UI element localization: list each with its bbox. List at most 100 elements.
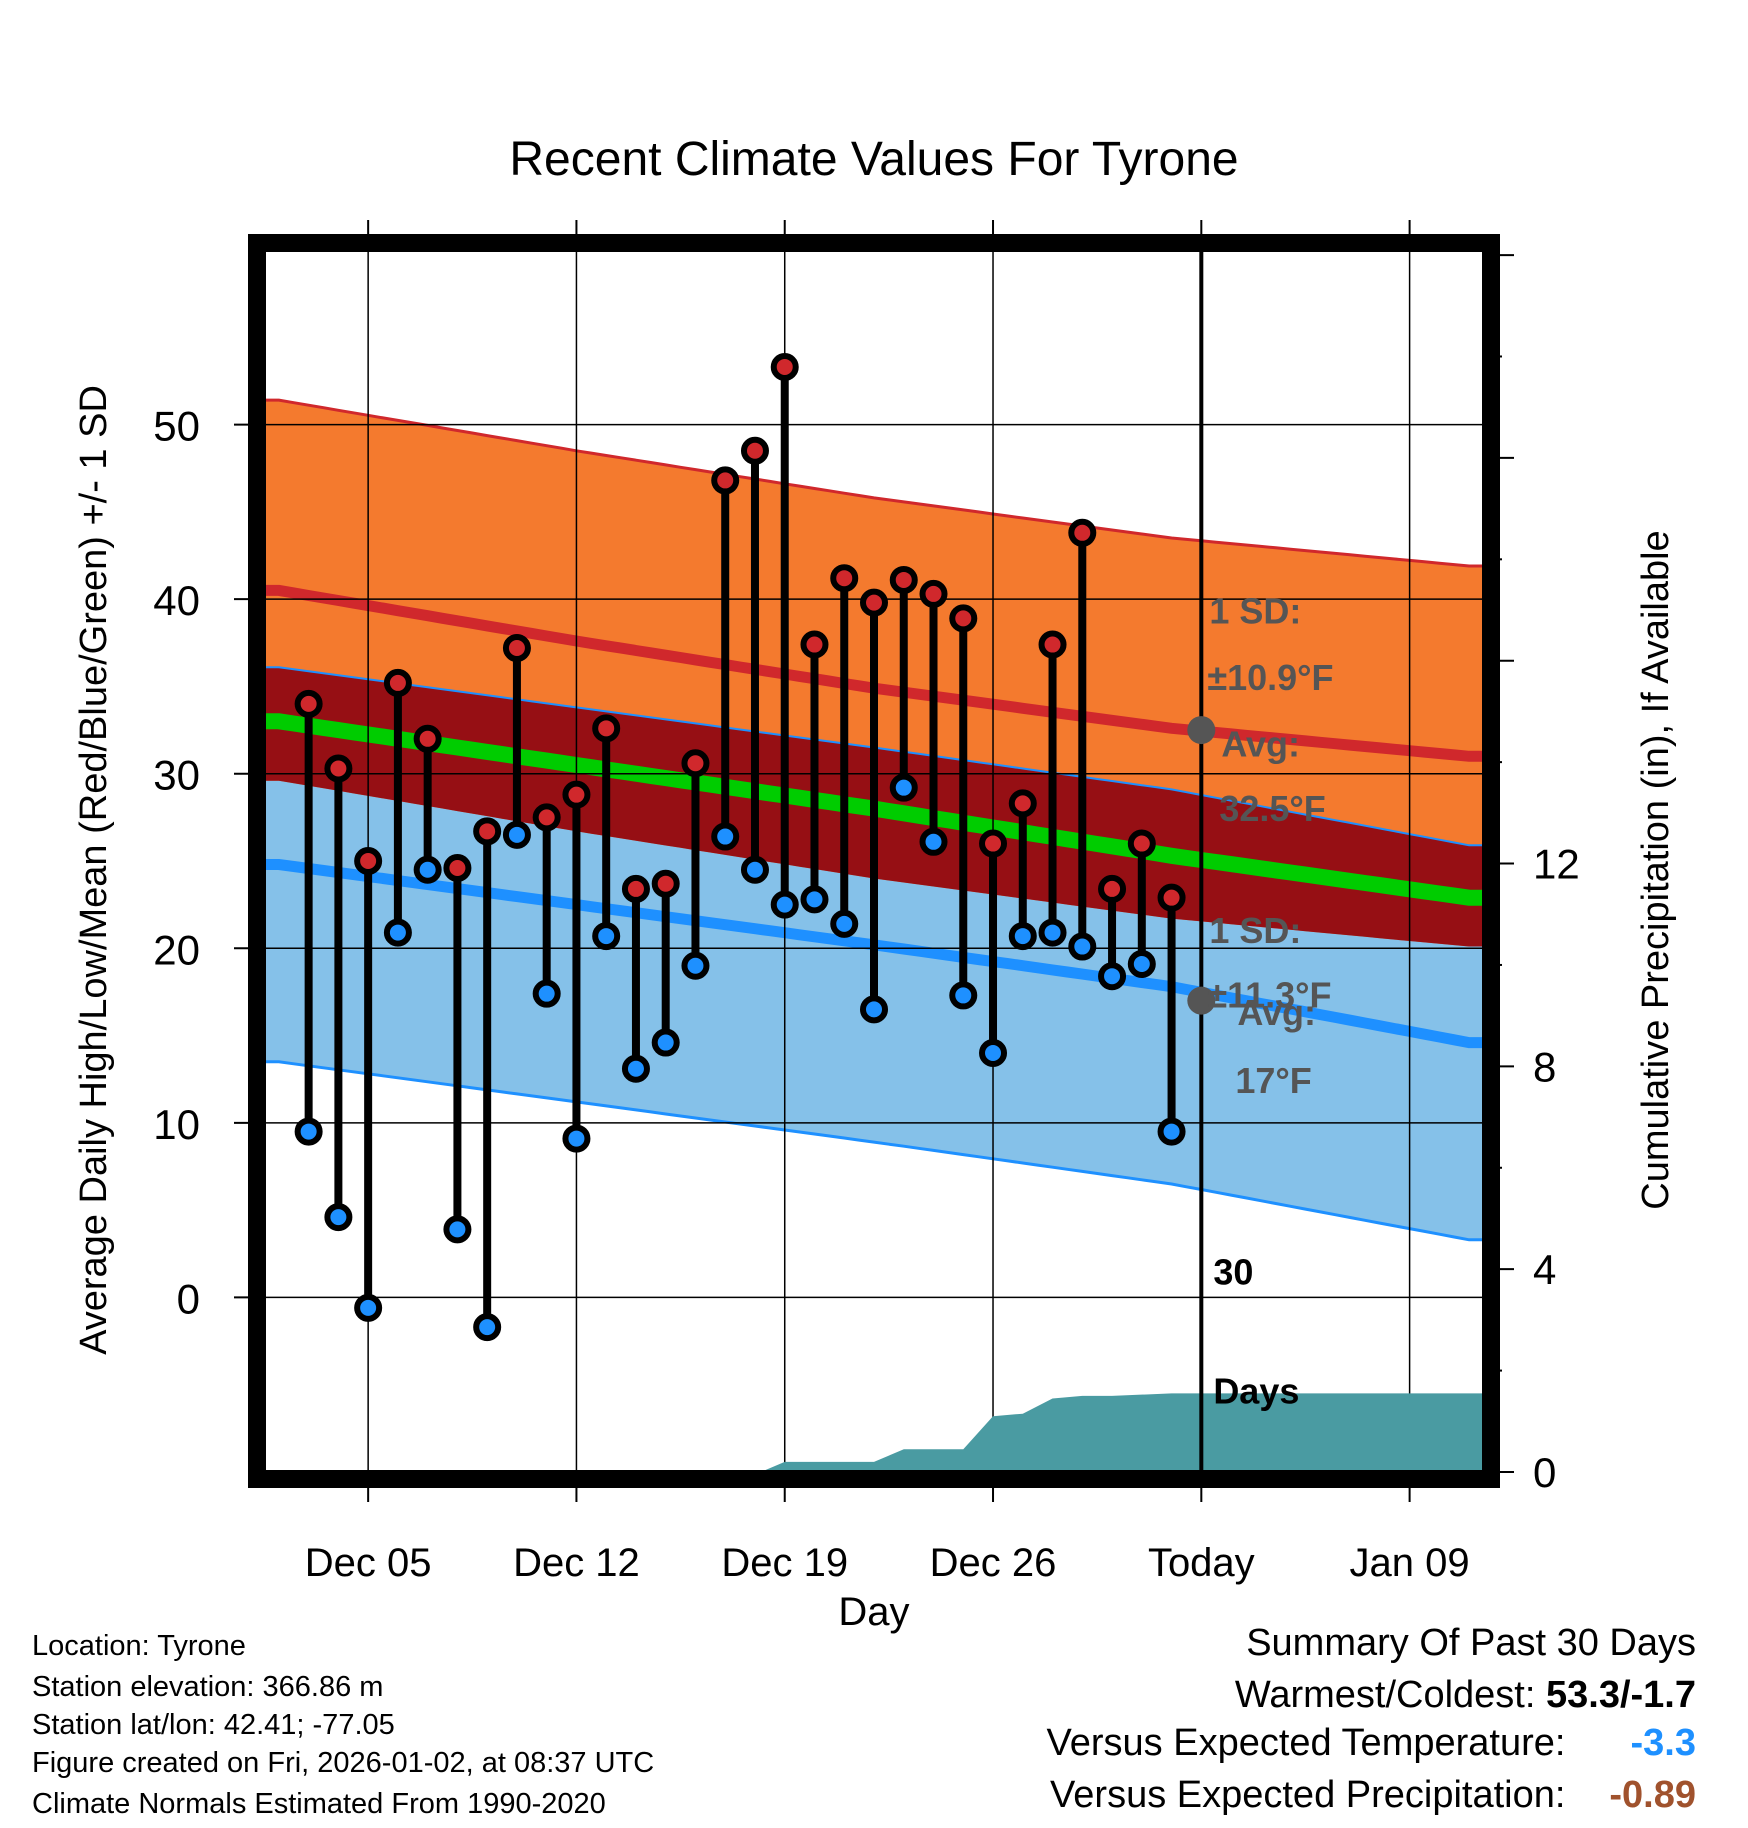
y-tick-label: 50 <box>153 403 200 450</box>
low-sd-value: ±11.3°F <box>1207 975 1331 1016</box>
obs-low-point <box>651 1028 680 1057</box>
days-count-label: 30 <box>1213 1251 1253 1292</box>
obs-low-point <box>770 890 799 919</box>
obs-high-point <box>324 754 353 783</box>
obs-high-point <box>740 436 769 465</box>
y2-tick-label: 12 <box>1533 841 1580 888</box>
y2-tick-label: 0 <box>1533 1449 1556 1496</box>
x-tick-label: Dec 12 <box>513 1541 640 1585</box>
low-sd-label: 1 SD: <box>1209 910 1301 951</box>
temp-label: Versus Expected Temperature: <box>1046 1722 1566 1764</box>
obs-low-point <box>532 979 561 1008</box>
low-sd-lower-line <box>264 1060 1484 1242</box>
obs-high-point <box>413 724 442 753</box>
obs-high-point <box>651 869 680 898</box>
obs-high-point <box>562 780 591 809</box>
obs-high-point <box>473 817 502 846</box>
x-axis-label: Day <box>838 1590 909 1634</box>
obs-low-point <box>354 1293 383 1322</box>
x-tick-label: Dec 19 <box>721 1541 848 1585</box>
obs-high-point <box>532 803 561 832</box>
obs-low-point <box>949 981 978 1010</box>
precip-area <box>760 1393 1484 1472</box>
x-tick-label: Today <box>1148 1541 1255 1585</box>
obs-low-point <box>830 909 859 938</box>
summary-temp: Versus Expected Temperature: -3.3 <box>1047 1722 1696 1765</box>
obs-high-point <box>1157 883 1186 912</box>
obs-low-point <box>681 951 710 980</box>
obs-high-point <box>919 579 948 608</box>
x-tick-label: Dec 05 <box>305 1541 432 1585</box>
obs-high-point <box>949 604 978 633</box>
obs-low-point <box>502 820 531 849</box>
obs-high-point <box>681 749 710 778</box>
obs-high-point <box>800 630 829 659</box>
summary-title: Summary Of Past 30 Days <box>1246 1622 1696 1664</box>
y2-axis-label: Cumulative Precipitation (in), If Availa… <box>1635 530 1677 1209</box>
y-tick-label: 40 <box>153 577 200 624</box>
obs-high-point <box>860 588 888 617</box>
obs-high-point <box>770 352 799 381</box>
high-sd-upper-line <box>264 398 1484 568</box>
obs-high-point <box>1127 829 1156 858</box>
obs-high-point <box>354 847 383 875</box>
high-avg-marker <box>1187 716 1216 745</box>
obs-high-point <box>1068 518 1097 547</box>
elevation-text: Station elevation: 366.86 m <box>32 1671 384 1703</box>
precip-label: Versus Expected Precipitation: <box>1050 1774 1566 1816</box>
obs-low-point <box>800 885 829 914</box>
obs-high-point <box>383 668 412 697</box>
warm-cold-value: 53.3/-1.7 <box>1546 1674 1696 1716</box>
obs-low-point <box>621 1054 650 1083</box>
low-avg-label: Avg: <box>1237 992 1316 1033</box>
obs-low-point <box>1068 932 1097 961</box>
obs-high-point <box>830 564 859 593</box>
obs-low-point <box>592 922 621 951</box>
obs-low-point <box>1008 922 1037 951</box>
y2-tick-label: 4 <box>1533 1246 1556 1293</box>
obs-high-point <box>502 634 531 663</box>
chart-title: Recent Climate Values For Tyrone <box>509 133 1238 186</box>
obs-high-point <box>1008 789 1037 818</box>
obs-low-point <box>1127 949 1156 978</box>
obs-low-point <box>324 1203 353 1232</box>
y-tick-label: 10 <box>153 1101 200 1148</box>
obs-high-point <box>443 853 472 882</box>
obs-low-point <box>1098 962 1127 991</box>
obs-high-point <box>1038 630 1067 659</box>
y-tick-label: 20 <box>153 926 200 973</box>
high-sd-value: ±10.9°F <box>1207 657 1333 698</box>
obs-low-point <box>294 1117 323 1146</box>
y-tick-label: 0 <box>177 1275 200 1322</box>
high-sd-label: 1 SD: <box>1209 591 1301 632</box>
normals-text: Climate Normals Estimated From 1990-2020 <box>32 1788 606 1820</box>
warm-cold-label: Warmest/Coldest: <box>1234 1674 1536 1716</box>
y-tick-label: 30 <box>153 752 200 799</box>
y-axis-label: Average Daily High/Low/Mean (Red/Blue/Gr… <box>73 385 115 1355</box>
obs-low-point <box>711 822 740 851</box>
low-avg-value: 17°F <box>1235 1060 1311 1101</box>
obs-low-point <box>1038 918 1067 947</box>
obs-low-point <box>1157 1117 1186 1146</box>
created-text: Figure created on Fri, 2026-01-02, at 08… <box>32 1747 655 1779</box>
x-tick-label: Dec 26 <box>930 1541 1057 1585</box>
obs-high-point <box>889 565 918 594</box>
temp-value: -3.3 <box>1630 1722 1696 1764</box>
obs-high-point <box>711 466 740 495</box>
obs-low-point <box>473 1313 502 1342</box>
obs-high-point <box>294 689 323 718</box>
summary-warm-cold: Warmest/Coldest: 53.3/-1.7 <box>1235 1674 1696 1717</box>
obs-high-point <box>592 714 621 743</box>
obs-low-point <box>889 773 918 802</box>
low-avg-marker <box>1187 986 1216 1015</box>
precip-value: -0.89 <box>1609 1774 1696 1816</box>
x-tick-label: Jan 09 <box>1350 1541 1470 1585</box>
days-word-label: Days <box>1213 1371 1299 1412</box>
obs-low-point <box>383 918 412 947</box>
summary-precip: Versus Expected Precipitation: -0.89 <box>1050 1774 1696 1817</box>
high-avg-value: 32.5°F <box>1219 788 1325 829</box>
obs-low-point <box>740 855 769 884</box>
obs-low-point <box>919 827 948 856</box>
obs-low-point <box>860 995 888 1024</box>
